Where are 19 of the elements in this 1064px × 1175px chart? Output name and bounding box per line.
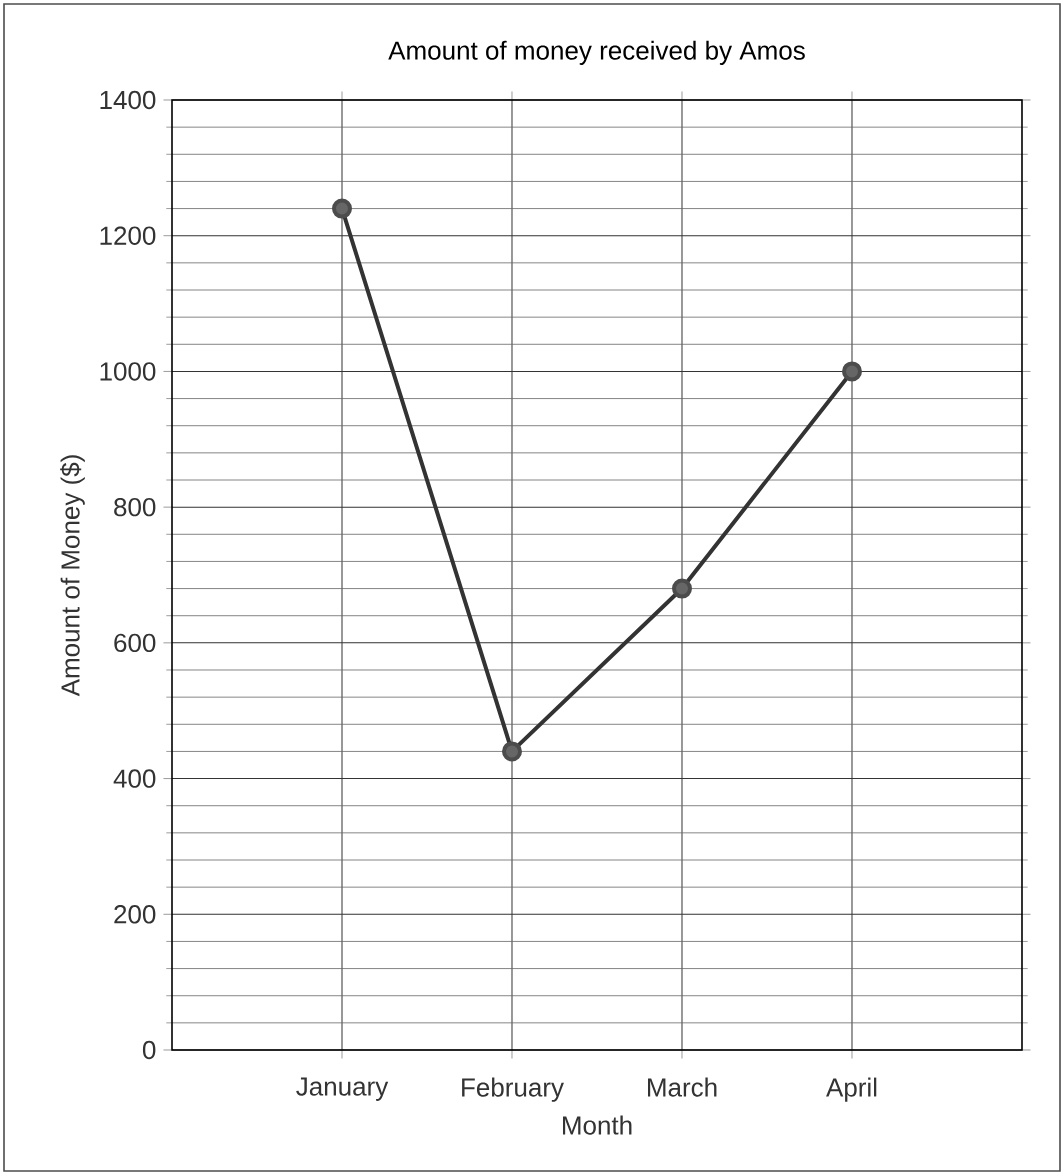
y-tick-label: 1000 [100, 362, 156, 381]
point [502, 741, 522, 762]
x-tick-label: April [826, 1077, 877, 1102]
x-tick-label: February [462, 1077, 564, 1102]
point [672, 578, 692, 599]
x-axis-title: Month [563, 1115, 632, 1135]
y-tick-label: 200 [114, 905, 156, 924]
y-axis-title: Amount of Money ($) [60, 455, 85, 697]
y-tick-label: 400 [113, 769, 156, 788]
chart-title: Amount of money received by Amos [388, 40, 805, 65]
y-tick-label: 800 [114, 497, 156, 517]
x-tick-label: January [296, 1077, 389, 1101]
y-tick-label: 1400 [100, 90, 156, 110]
y-tick-label: 0 [142, 1040, 156, 1060]
point [331, 198, 352, 219]
y-tick-label: 600 [114, 633, 156, 653]
y-tick-label: 1200 [100, 226, 156, 245]
x-tick-label: March [648, 1077, 717, 1097]
point [842, 361, 862, 382]
